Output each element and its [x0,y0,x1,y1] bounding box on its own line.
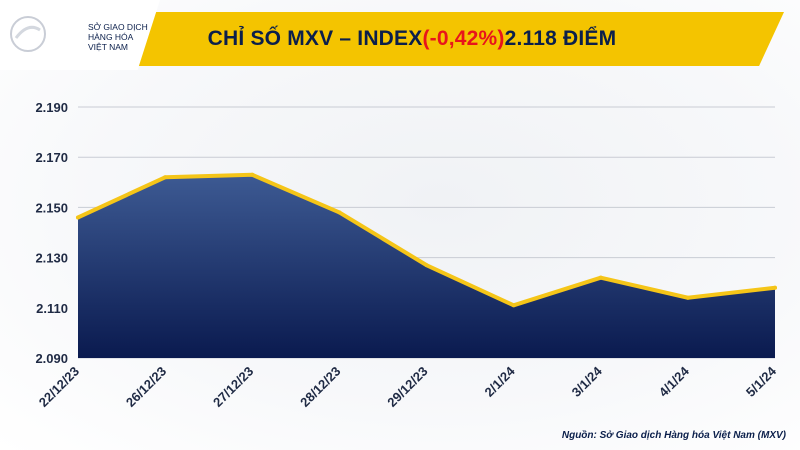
x-tick-label: 28/12/23 [297,364,343,410]
data-point [337,210,342,215]
x-tick-label: 29/12/23 [384,364,430,410]
data-point [685,295,690,300]
y-tick-label: 2.110 [36,301,68,316]
data-point [76,215,80,220]
source-note: Nguồn: Sở Giao dịch Hàng hóa Việt Nam (M… [561,430,786,441]
data-point [511,303,516,308]
data-point [250,172,255,177]
logo-line-2: HÀNG HÓA [88,32,134,42]
data-point [773,285,777,290]
x-tick-label: 22/12/23 [36,364,82,410]
logo-text: SỞ GIAO DỊCH HÀNG HÓA VIỆT NAM [88,22,148,52]
x-tick-label: 5/1/24 [743,363,780,400]
y-tick-label: 2.170 [35,150,68,165]
data-point [424,263,429,268]
header-band [72,12,784,66]
y-tick-label: 2.150 [35,200,68,215]
logo-line-3: VIỆT NAM [88,42,128,52]
x-tick-label: 27/12/23 [210,364,256,410]
x-tick-label: 2/1/24 [482,363,519,400]
title-prefix: CHỈ SỐ MXV – INDEX [207,27,423,50]
title-suffix: 2.118 ĐIỂM [504,27,617,50]
data-point [598,275,603,280]
logo-line-1: SỞ GIAO DỊCH [88,22,148,32]
y-tick-label: 2.130 [35,251,68,266]
data-point [163,175,168,180]
y-tick-label: 2.190 [35,100,68,115]
title-change: (-0,42%) [422,27,505,50]
x-tick-label: 3/1/24 [569,363,606,400]
y-tick-label: 2.090 [35,351,68,366]
x-tick-label: 26/12/23 [123,364,169,410]
chart-title: CHỈ SỐ MXV – INDEX (-0,42%) 2.118 ĐIỂM [72,12,752,66]
mxv-emblem-icon [10,16,46,52]
x-tick-label: 4/1/24 [656,363,693,400]
logo: SỞ GIAO DỊCH HÀNG HÓA VIỆT NAM [0,0,160,70]
